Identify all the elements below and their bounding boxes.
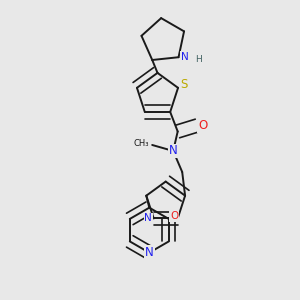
Text: N: N <box>169 145 178 158</box>
Text: N: N <box>145 246 154 259</box>
Text: H: H <box>195 55 201 64</box>
Text: CH₃: CH₃ <box>134 139 149 148</box>
Text: N: N <box>181 52 188 62</box>
Text: O: O <box>198 119 207 132</box>
Text: O: O <box>170 211 178 221</box>
Text: N: N <box>144 214 152 224</box>
Text: S: S <box>180 78 187 91</box>
